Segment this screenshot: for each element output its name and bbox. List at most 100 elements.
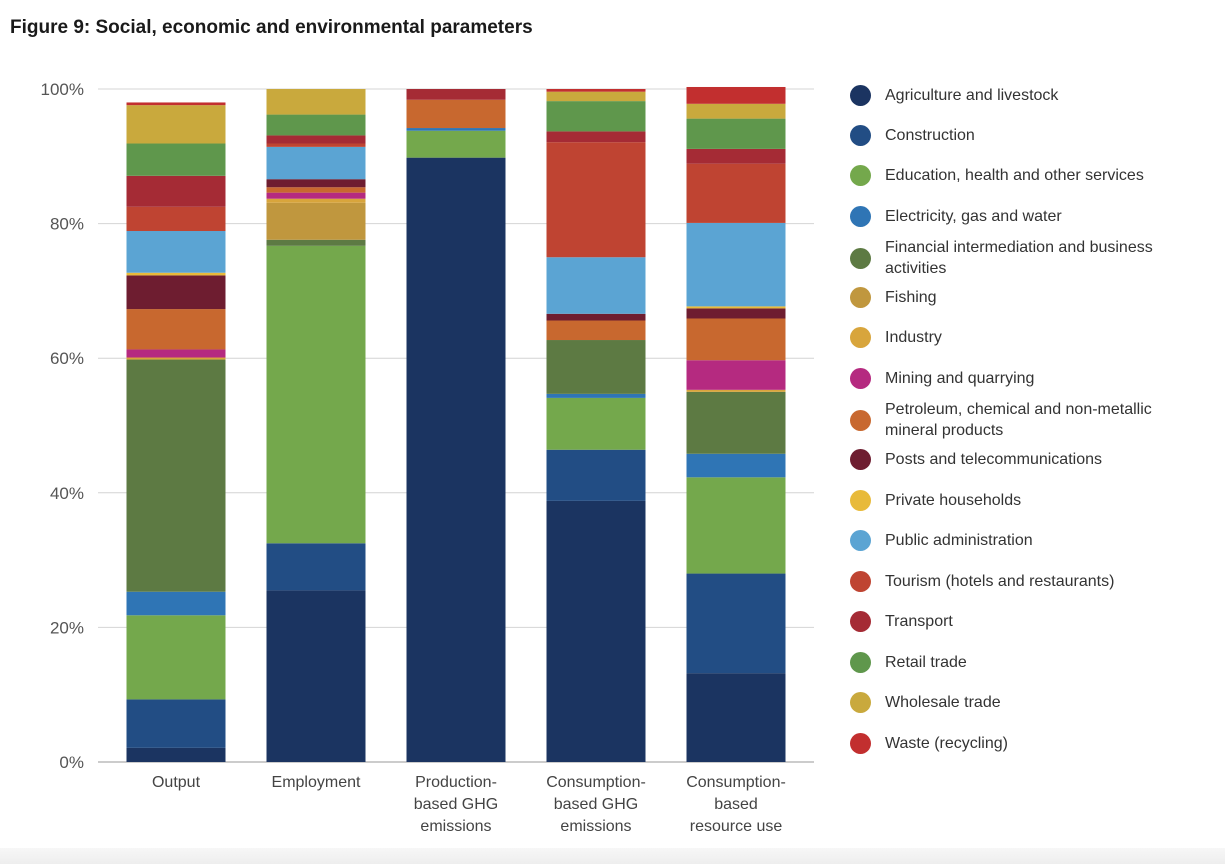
bar-segment	[546, 89, 646, 92]
legend-label: Retail trade	[885, 654, 967, 671]
legend-swatch	[850, 530, 871, 551]
bar-segment	[686, 306, 786, 309]
x-category-label: Production-based GHG emissions	[414, 774, 498, 835]
bar-segment	[266, 143, 366, 147]
legend-item: Industry	[850, 327, 1170, 348]
legend-swatch	[850, 287, 871, 308]
bar-stack	[266, 89, 366, 762]
bar-segment	[126, 206, 226, 232]
legend-label: Construction	[885, 127, 975, 144]
y-tick-label: 100%	[41, 80, 84, 99]
legend-label: Private households	[885, 492, 1022, 509]
y-tick-label: 80%	[50, 215, 84, 234]
bar-segment	[266, 135, 366, 144]
legend-swatch	[850, 409, 871, 431]
bar-segment	[266, 114, 366, 136]
bar-segment	[126, 349, 226, 358]
legend-swatch	[850, 368, 871, 389]
bar-segment	[686, 391, 786, 454]
bar-segment	[546, 500, 646, 762]
bar-segment	[406, 99, 506, 129]
bar-segment	[126, 359, 226, 592]
bar-segment	[546, 257, 646, 314]
bar-segment	[686, 222, 786, 307]
page-bottom-edge	[0, 848, 1225, 864]
bar-segment	[126, 102, 226, 106]
bar-segment	[546, 340, 646, 394]
bar-segment	[126, 272, 226, 276]
legend-swatch	[850, 165, 871, 186]
bar-stack	[546, 89, 646, 762]
bar-segment	[686, 118, 786, 149]
legend-item: Mining and quarrying	[850, 368, 1170, 389]
bar-segment	[686, 573, 786, 674]
x-axis-categories: Output Employment Production-based GHG emis…	[152, 774, 786, 835]
legend-label: Education, health and other services	[885, 167, 1144, 184]
bar-segment	[686, 318, 786, 361]
bar-segment	[686, 673, 786, 762]
bar-segment	[126, 275, 226, 310]
legend-item: Public administration	[850, 530, 1170, 551]
legend-swatch	[850, 571, 871, 592]
bar-segment	[546, 449, 646, 501]
bar-segment	[546, 313, 646, 321]
chart-title: Figure 9: Social, economic and environme…	[10, 17, 533, 38]
bar-segment	[266, 187, 366, 193]
legend-swatch	[850, 449, 871, 470]
bar-segment	[126, 591, 226, 616]
bar-segment	[126, 175, 226, 207]
legend-label: Waste (recycling)	[885, 735, 1008, 752]
bar-segment	[266, 146, 366, 180]
legend-swatch	[850, 125, 871, 146]
bar-segment	[546, 397, 646, 450]
legend-label: Financial intermediation and business ac…	[885, 239, 1153, 277]
bar-segment	[406, 157, 506, 762]
bar-segment	[546, 142, 646, 258]
bar-segment	[266, 198, 366, 203]
bar-segment	[266, 239, 366, 246]
legend-label: Agriculture and livestock	[885, 87, 1059, 104]
bar-segment	[266, 543, 366, 591]
bar-segment	[126, 143, 226, 176]
bar-segment	[126, 747, 226, 762]
bar-segment	[266, 202, 366, 240]
legend-swatch	[850, 247, 871, 269]
legend-label: Posts and telecommunications	[885, 451, 1102, 468]
bar-segment	[546, 320, 646, 341]
bar-stack	[686, 86, 786, 762]
bar-segment	[686, 360, 786, 390]
x-category-label: Employment	[272, 774, 361, 791]
bar-segment	[686, 477, 786, 574]
bar-segment	[686, 389, 786, 392]
x-category-label: Output	[152, 774, 201, 791]
bar-segment	[406, 128, 506, 131]
legend-swatch	[850, 327, 871, 348]
legend-swatch	[850, 733, 871, 754]
bar-segment	[126, 615, 226, 700]
legend-item: Financial intermediation and business ac…	[850, 237, 1170, 279]
legend-label: Mining and quarrying	[885, 370, 1035, 387]
y-tick-label: 20%	[50, 618, 84, 637]
bar-segment	[686, 308, 786, 319]
bar-segment	[266, 179, 366, 188]
legend-item: Agriculture and livestock	[850, 85, 1170, 106]
legend-swatch	[850, 490, 871, 511]
bar-segment	[406, 89, 506, 100]
bar-segment	[266, 89, 366, 115]
bar-segment	[266, 192, 366, 199]
bar-segment	[686, 148, 786, 164]
bar-segment	[686, 163, 786, 223]
legend-item: Wholesale trade	[850, 692, 1170, 713]
legend-item: Construction	[850, 125, 1170, 146]
bar-segment	[546, 101, 646, 132]
legend-item: Fishing	[850, 287, 1170, 308]
bar-segment	[406, 130, 506, 158]
legend-item: Waste (recycling)	[850, 733, 1170, 754]
bar-segment	[686, 86, 786, 104]
x-category-label: Consumption-based GHG emissions	[546, 774, 646, 835]
legend-label: Transport	[885, 613, 953, 630]
legend-item: Posts and telecommunications	[850, 449, 1170, 470]
bar-segment	[266, 245, 366, 544]
y-axis-ticks: 0% 20% 40% 60% 80% 100%	[41, 80, 84, 772]
